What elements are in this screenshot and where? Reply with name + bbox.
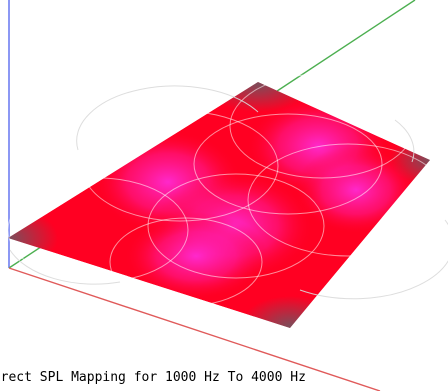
coverage-contour-circle xyxy=(147,173,325,279)
coverage-contour-circle xyxy=(81,110,279,222)
coverage-contour-circle xyxy=(109,217,263,307)
coverage-contours-outer xyxy=(9,85,448,300)
coverage-contour-circle xyxy=(7,177,189,283)
coverage-contour-circle xyxy=(229,73,415,179)
spl-hotspot xyxy=(124,212,268,300)
coverage-contour-circle xyxy=(247,143,448,257)
spl-hotspot xyxy=(294,146,418,234)
coverage-contours xyxy=(7,73,448,307)
spl-mapping-caption: Direct SPL Mapping for 1000 Hz To 4000 H… xyxy=(0,370,306,385)
coverage-contour-circle xyxy=(193,113,383,215)
spl-surface-plane xyxy=(8,82,430,328)
x-axis-line xyxy=(8,267,381,391)
